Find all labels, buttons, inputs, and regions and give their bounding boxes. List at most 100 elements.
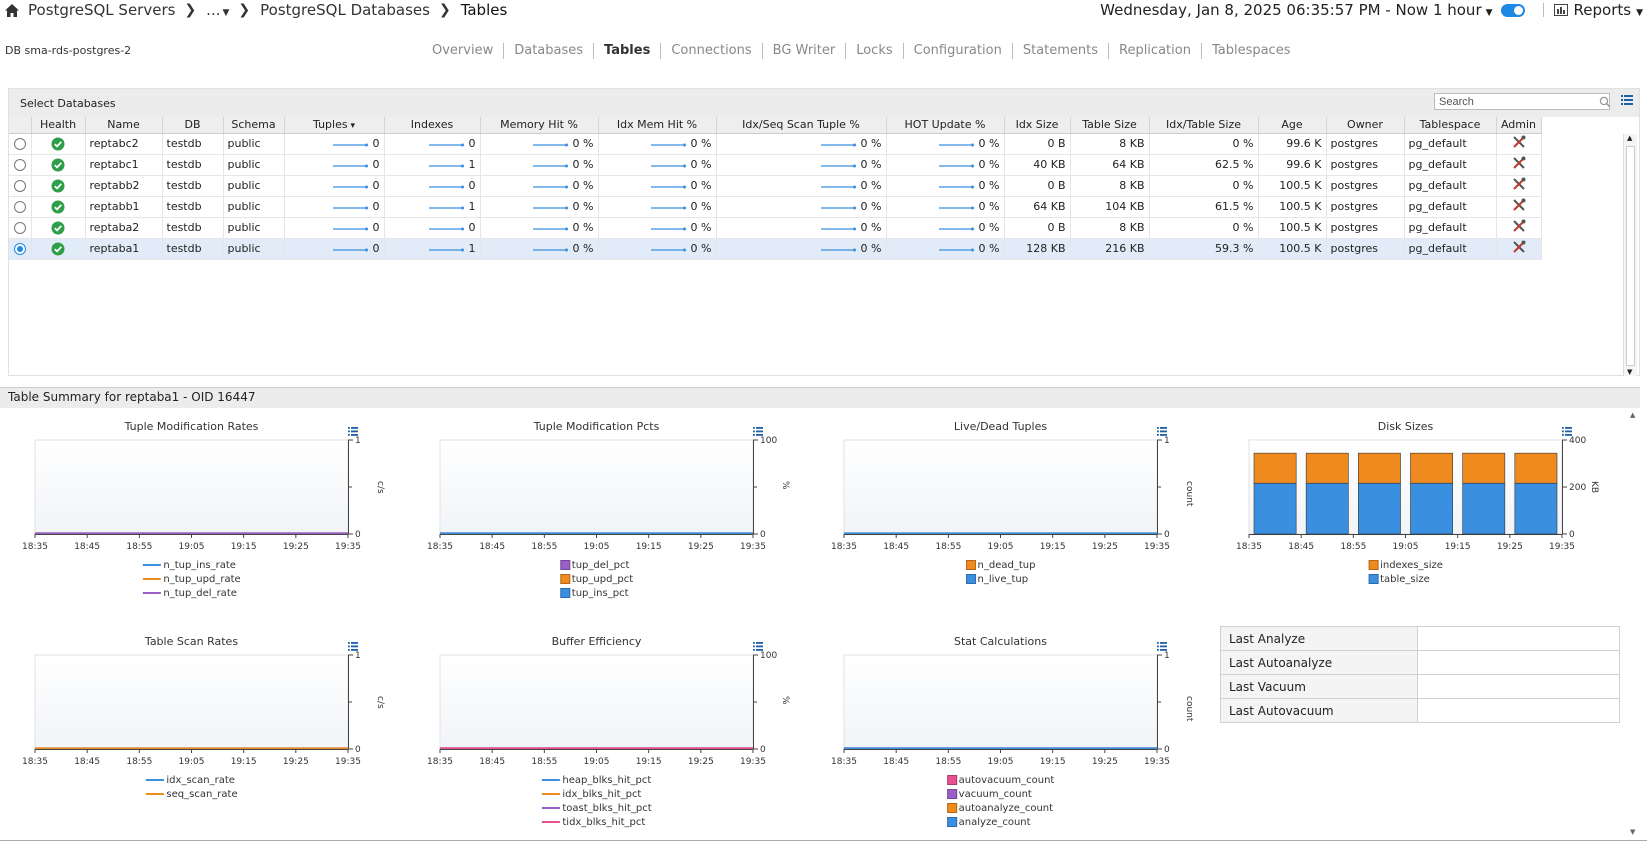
tab-locks[interactable]: Locks: [845, 43, 902, 59]
row-select-radio[interactable]: [9, 154, 32, 176]
bar-table_size[interactable]: [1358, 482, 1401, 535]
tab-overview[interactable]: Overview: [432, 43, 494, 58]
radio-button[interactable]: [13, 159, 26, 171]
scroll-up-icon[interactable]: ▲: [1627, 134, 1633, 142]
legend-item[interactable]: tup_ins_pct: [559, 586, 633, 600]
admin-tools-icon[interactable]: [1512, 156, 1526, 170]
legend-item[interactable]: toast_blks_hit_pct: [541, 801, 652, 815]
bar-table_size[interactable]: [1514, 482, 1558, 535]
chart-menu-icon[interactable]: [753, 427, 763, 436]
reports-menu[interactable]: Reports ▼: [1573, 1, 1643, 19]
column-header-memory-hit-[interactable]: Memory Hit %: [480, 117, 599, 134]
radio-button[interactable]: [13, 138, 26, 150]
table-row[interactable]: reptabc2 testdb public 0 0 0 % 0 % 0 % 0 % 0 B 8 K…: [9, 133, 1542, 155]
legend-item[interactable]: n_tup_upd_rate: [142, 572, 241, 586]
chart-menu-icon[interactable]: [1157, 642, 1167, 651]
scrollbar-thumb[interactable]: [1626, 146, 1635, 366]
legend-item[interactable]: n_live_tup: [965, 572, 1036, 586]
column-header-name[interactable]: Name: [85, 117, 163, 134]
name-cell[interactable]: reptabc1: [85, 154, 163, 176]
bar-indexes_size[interactable]: [1514, 452, 1558, 484]
column-header-schema[interactable]: Schema: [223, 117, 285, 134]
breadcrumb-item-servers[interactable]: PostgreSQL Servers: [28, 1, 176, 19]
search-icon[interactable]: [1599, 96, 1611, 108]
admin-cell[interactable]: [1496, 175, 1542, 197]
legend-item[interactable]: tup_upd_pct: [559, 572, 633, 586]
name-cell[interactable]: reptaba1: [85, 238, 163, 260]
admin-tools-icon[interactable]: [1512, 219, 1526, 233]
live-toggle[interactable]: [1500, 3, 1525, 17]
admin-tools-icon[interactable]: [1512, 198, 1526, 212]
admin-tools-icon[interactable]: [1512, 240, 1526, 254]
column-header-admin[interactable]: Admin: [1496, 117, 1542, 134]
bar-indexes_size[interactable]: [1358, 452, 1401, 484]
tab-statements[interactable]: Statements: [1011, 43, 1108, 59]
table-row[interactable]: reptaba1 testdb public 0 1 0 % 0 % 0 % 0 % 128 KB…: [9, 238, 1542, 260]
legend-item[interactable]: autovacuum_count: [946, 773, 1054, 787]
bar-table_size[interactable]: [1410, 482, 1453, 535]
table-row[interactable]: reptabc1 testdb public 0 1 0 % 0 % 0 % 0 % 40 KB 6…: [9, 154, 1542, 176]
bar-indexes_size[interactable]: [1462, 452, 1506, 484]
radio-button[interactable]: [13, 222, 26, 234]
legend-item[interactable]: analyze_count: [946, 815, 1055, 829]
bar-indexes_size[interactable]: [1305, 452, 1349, 484]
legend-item[interactable]: indexes_size: [1368, 558, 1443, 572]
breadcrumb-item-more[interactable]: ... ▼: [206, 1, 230, 19]
table-row[interactable]: reptabb2 testdb public 0 0 0 % 0 % 0 % 0 % 0 B 8 K…: [9, 175, 1542, 197]
legend-item[interactable]: autoanalyze_count: [946, 801, 1055, 815]
admin-cell[interactable]: [1496, 217, 1542, 239]
bar-table_size[interactable]: [1462, 482, 1506, 535]
column-header-age[interactable]: Age: [1258, 117, 1327, 134]
column-header-idx-seq-scan-tuple-[interactable]: Idx/Seq Scan Tuple %: [716, 117, 887, 134]
tab-tablespaces[interactable]: Tablespaces: [1200, 43, 1301, 59]
column-header-table-size[interactable]: Table Size: [1070, 117, 1150, 134]
tab-databases[interactable]: Databases: [503, 43, 593, 59]
legend-item[interactable]: n_dead_tup: [965, 558, 1035, 572]
tab-configuration[interactable]: Configuration: [902, 43, 1012, 59]
chart-menu-icon[interactable]: [348, 642, 358, 651]
name-cell[interactable]: reptabc2: [85, 133, 163, 155]
search-input[interactable]: [1434, 93, 1610, 110]
tab-bg-writer[interactable]: BG Writer: [761, 43, 846, 59]
chart-menu-icon[interactable]: [753, 642, 763, 651]
bar-indexes_size[interactable]: [1253, 452, 1297, 484]
table-row[interactable]: reptabb1 testdb public 0 1 0 % 0 % 0 % 0 % 64 KB 1…: [9, 196, 1542, 218]
legend-item[interactable]: idx_blks_hit_pct: [541, 787, 651, 801]
legend-item[interactable]: tup_del_pct: [559, 558, 633, 572]
radio-button[interactable]: [13, 243, 26, 255]
legend-item[interactable]: vacuum_count: [946, 787, 1055, 801]
grid-scrollbar[interactable]: ▲ ▼: [1623, 134, 1637, 376]
column-header-tuples[interactable]: Tuples ▾: [284, 117, 385, 134]
tab-connections[interactable]: Connections: [660, 43, 761, 59]
table-row[interactable]: reptaba2 testdb public 0 0 0 % 0 % 0 % 0 % 0 B 8 K…: [9, 217, 1542, 239]
tab-replication[interactable]: Replication: [1108, 43, 1201, 59]
legend-item[interactable]: n_tup_del_rate: [142, 586, 240, 600]
column-header-health[interactable]: Health: [31, 117, 86, 134]
scroll-up-icon[interactable]: ▲: [1630, 411, 1636, 419]
name-cell[interactable]: reptaba2: [85, 217, 163, 239]
column-header-tablespace[interactable]: Tablespace: [1404, 117, 1497, 134]
admin-cell[interactable]: [1496, 154, 1542, 176]
row-select-radio[interactable]: [9, 238, 32, 260]
row-select-radio[interactable]: [9, 175, 32, 197]
chart-menu-icon[interactable]: [1157, 427, 1167, 436]
bar-table_size[interactable]: [1305, 482, 1349, 535]
column-header-select[interactable]: [9, 117, 32, 134]
tab-tables[interactable]: Tables: [593, 43, 660, 59]
admin-cell[interactable]: [1496, 133, 1542, 155]
legend-item[interactable]: tidx_blks_hit_pct: [541, 815, 651, 829]
time-range-selector[interactable]: Wednesday, Jan 8, 2025 06:35:57 PM - Now…: [1100, 1, 1493, 19]
column-header-idx-table-size[interactable]: Idx/Table Size: [1149, 117, 1259, 134]
chart-menu-icon[interactable]: [348, 427, 358, 436]
legend-item[interactable]: table_size: [1368, 572, 1443, 586]
legend-item[interactable]: seq_scan_rate: [145, 787, 238, 801]
radio-button[interactable]: [13, 180, 26, 192]
name-cell[interactable]: reptabb1: [85, 196, 163, 218]
row-select-radio[interactable]: [9, 196, 32, 218]
column-menu-icon[interactable]: [1621, 95, 1633, 106]
row-select-radio[interactable]: [9, 217, 32, 239]
scroll-down-icon[interactable]: ▼: [1630, 828, 1636, 836]
column-header-hot-update-[interactable]: HOT Update %: [886, 117, 1005, 134]
radio-button[interactable]: [13, 201, 26, 213]
chart-menu-icon[interactable]: [1562, 427, 1572, 436]
